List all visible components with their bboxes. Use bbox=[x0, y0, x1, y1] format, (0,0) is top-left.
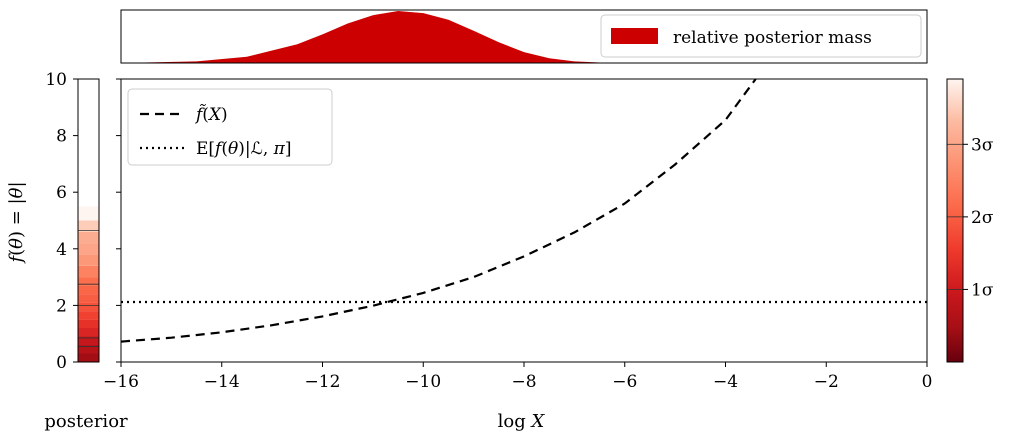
posterior-cell bbox=[78, 319, 99, 329]
colorbar-level-lines bbox=[947, 143, 963, 290]
posterior-cell bbox=[78, 243, 99, 255]
posterior-cell bbox=[78, 277, 99, 286]
colorbar-gradient bbox=[947, 79, 963, 362]
colorbar-frame bbox=[946, 78, 964, 363]
x-tick-label: −8 bbox=[511, 372, 536, 392]
main-y-axis: 0 2 4 6 8 10 bbox=[45, 70, 121, 373]
colorbar: 1σ 2σ 3σ bbox=[946, 78, 994, 363]
main-panel: −16 −14 −12 −10 −8 −6 −4 −2 0 0 2 4 6 8 10 log X f(θ)… bbox=[6, 70, 933, 432]
main-legend: f̃(X) E[f(θ)|ℒ, π] bbox=[127, 88, 333, 166]
x-tick-label: −12 bbox=[305, 372, 341, 392]
posterior-cell bbox=[78, 353, 99, 362]
colorbar-ticks: 1σ 2σ 3σ bbox=[963, 135, 994, 300]
x-tick-label: 0 bbox=[922, 372, 933, 392]
posterior-contours bbox=[78, 230, 99, 347]
top-legend-box bbox=[600, 14, 922, 58]
posterior-cell bbox=[78, 220, 99, 232]
y-tick-label: 0 bbox=[56, 353, 67, 373]
series-ftilde-line bbox=[121, 79, 757, 343]
top-legend: relative posterior mass bbox=[600, 14, 922, 58]
main-legend-box bbox=[127, 88, 333, 166]
posterior-cell bbox=[78, 265, 99, 278]
y-axis-label: f(θ) = |θ| bbox=[6, 181, 27, 264]
posterior-cell bbox=[78, 285, 99, 295]
posterior-label: posterior bbox=[44, 411, 128, 432]
y-tick-label: 2 bbox=[56, 296, 67, 316]
colorbar-tick-label: 3σ bbox=[971, 135, 994, 155]
posterior-cell bbox=[78, 345, 99, 354]
colorbar-tick-label: 1σ bbox=[971, 280, 994, 300]
top-panel-frame bbox=[120, 9, 928, 64]
posterior-heatmap bbox=[78, 206, 99, 362]
y-tick-label: 10 bbox=[45, 70, 67, 90]
colorbar-tick-label: 2σ bbox=[971, 208, 994, 228]
y-tick-label: 6 bbox=[56, 183, 67, 203]
legend-label-expectation: E[f(θ)|ℒ, π] bbox=[196, 139, 291, 159]
x-tick-label: −4 bbox=[713, 372, 738, 392]
posterior-cell bbox=[78, 311, 99, 320]
legend-label-mass: relative posterior mass bbox=[673, 28, 872, 48]
posterior-cell bbox=[78, 328, 99, 337]
x-tick-label: −16 bbox=[103, 372, 139, 392]
top-panel: relative posterior mass bbox=[120, 9, 928, 64]
y-tick-label: 8 bbox=[56, 127, 67, 147]
legend-swatch-mass bbox=[611, 28, 658, 44]
posterior-cell bbox=[78, 294, 99, 303]
posterior-cell bbox=[78, 302, 99, 312]
x-tick-label: −14 bbox=[204, 372, 240, 392]
posterior-cell bbox=[78, 254, 99, 266]
x-tick-label: −10 bbox=[405, 372, 441, 392]
posterior-mass-area bbox=[121, 11, 927, 63]
posterior-cell bbox=[78, 231, 99, 244]
posterior-cell bbox=[78, 336, 99, 345]
main-x-axis: −16 −14 −12 −10 −8 −6 −4 −2 0 bbox=[103, 362, 933, 392]
x-tick-label: −6 bbox=[612, 372, 637, 392]
y-tick-label: 4 bbox=[56, 240, 67, 260]
posterior-strip-frame bbox=[77, 78, 100, 363]
posterior-strip: posterior bbox=[44, 78, 128, 432]
posterior-cell bbox=[78, 206, 99, 221]
x-tick-label: −2 bbox=[814, 372, 839, 392]
legend-label-ftilde: f̃(X) bbox=[194, 104, 228, 125]
x-axis-label: log X bbox=[498, 411, 546, 432]
